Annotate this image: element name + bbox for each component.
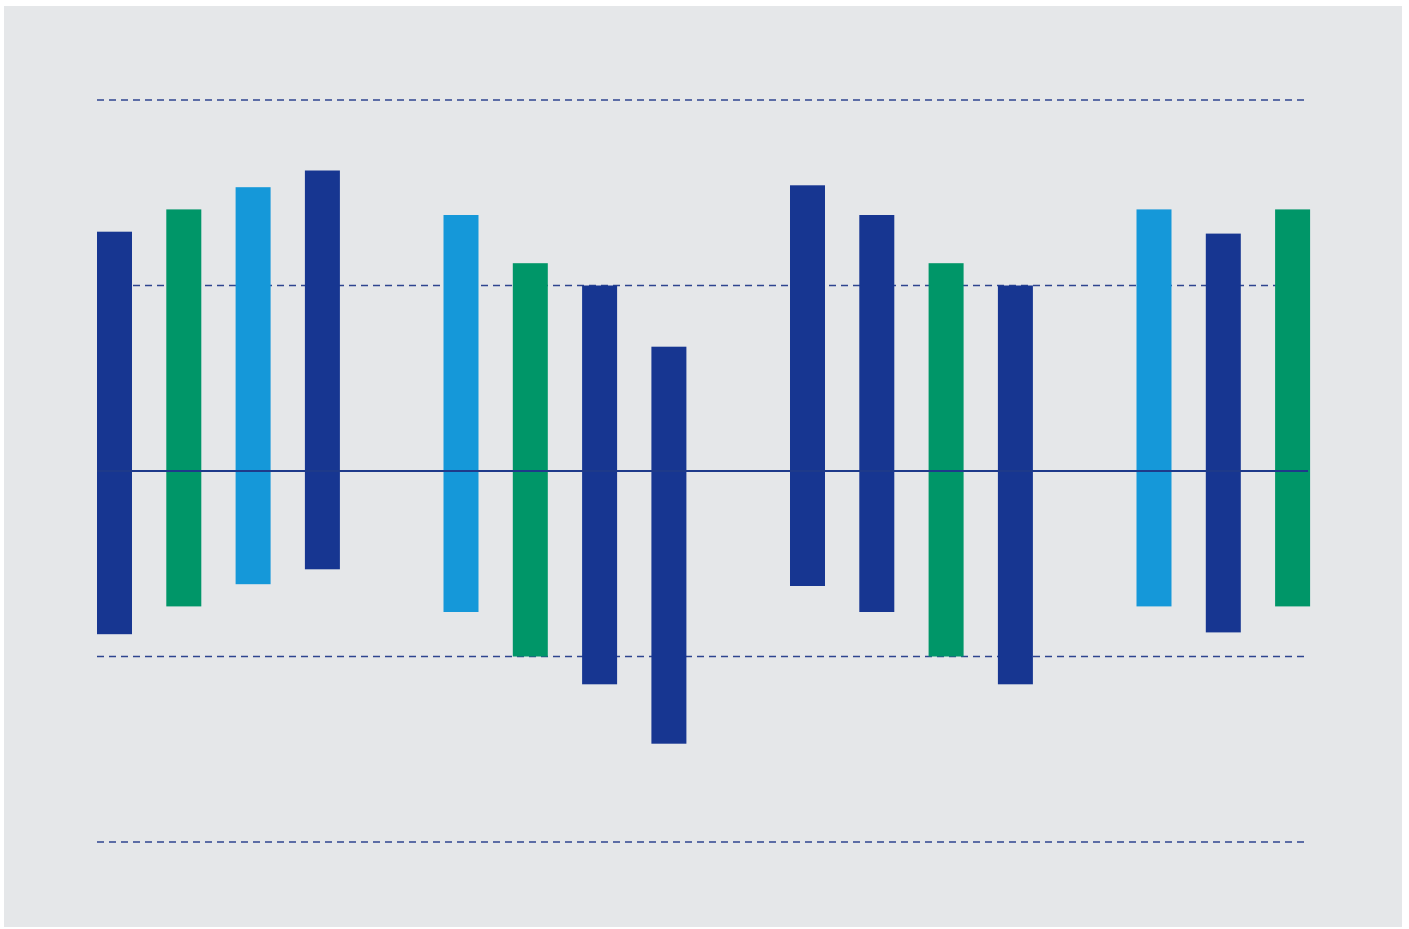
bar xyxy=(235,187,271,585)
bar xyxy=(859,215,895,612)
bar-group-3 xyxy=(790,185,1033,685)
bar xyxy=(651,346,687,744)
bar xyxy=(443,215,479,612)
bar xyxy=(997,285,1033,685)
bar xyxy=(1205,233,1241,633)
bar xyxy=(1275,209,1311,607)
bar-group-4 xyxy=(1136,209,1311,633)
bar xyxy=(1136,209,1172,607)
bars xyxy=(97,170,1311,744)
bar xyxy=(790,185,825,587)
bar xyxy=(97,231,132,635)
bar xyxy=(928,263,964,657)
bar xyxy=(166,209,202,607)
bar xyxy=(304,170,340,570)
bar xyxy=(512,263,548,657)
bar-group-2 xyxy=(443,215,687,744)
gridlines xyxy=(97,99,1308,843)
bar xyxy=(582,285,618,685)
bar-group-1 xyxy=(97,170,340,635)
